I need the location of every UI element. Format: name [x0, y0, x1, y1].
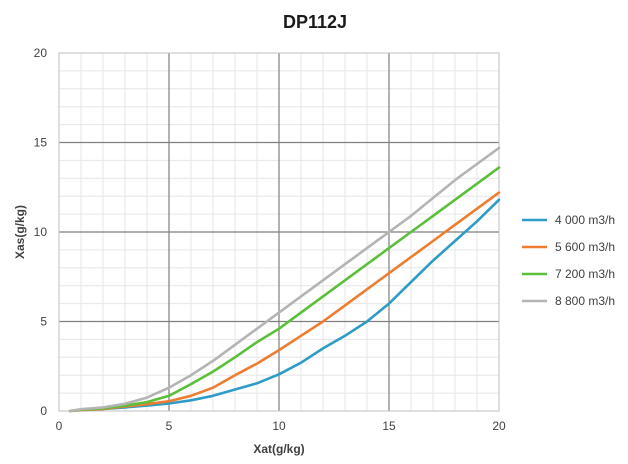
x-tick-label: 10	[272, 419, 286, 433]
x-tick-labels: 0 5 10 15 20	[56, 419, 506, 433]
y-tick-label: 0	[40, 404, 47, 418]
x-tick-label: 20	[492, 419, 506, 433]
legend-label-3: 7 200 m3/h	[555, 267, 615, 281]
series-line-2	[68, 191, 501, 413]
x-axis-title: Xat(g/kg)	[253, 442, 304, 456]
series-line-3	[68, 166, 501, 413]
y-tick-label: 10	[34, 225, 48, 239]
x-tick-label: 15	[382, 419, 396, 433]
y-axis-title: Xas(g/kg)	[13, 205, 27, 259]
y-tick-label: 5	[40, 315, 47, 329]
legend-label-4: 8 800 m3/h	[555, 294, 615, 308]
x-tick-label: 5	[166, 419, 173, 433]
y-tick-label: 20	[34, 46, 48, 60]
legend: 4 000 m3/h 5 600 m3/h 7 200 m3/h 8 800 m3/h	[522, 213, 615, 308]
series-line-4	[68, 146, 501, 413]
legend-label-2: 5 600 m3/h	[555, 240, 615, 254]
series-lines	[68, 146, 501, 413]
y-tick-labels: 0 5 10 15 20	[34, 46, 48, 418]
plot-area-border	[58, 52, 500, 412]
legend-label-1: 4 000 m3/h	[555, 213, 615, 227]
y-tick-label: 15	[34, 136, 48, 150]
x-tick-label: 0	[56, 419, 63, 433]
major-gridlines	[59, 53, 499, 411]
chart-title: DP112J	[283, 12, 347, 32]
